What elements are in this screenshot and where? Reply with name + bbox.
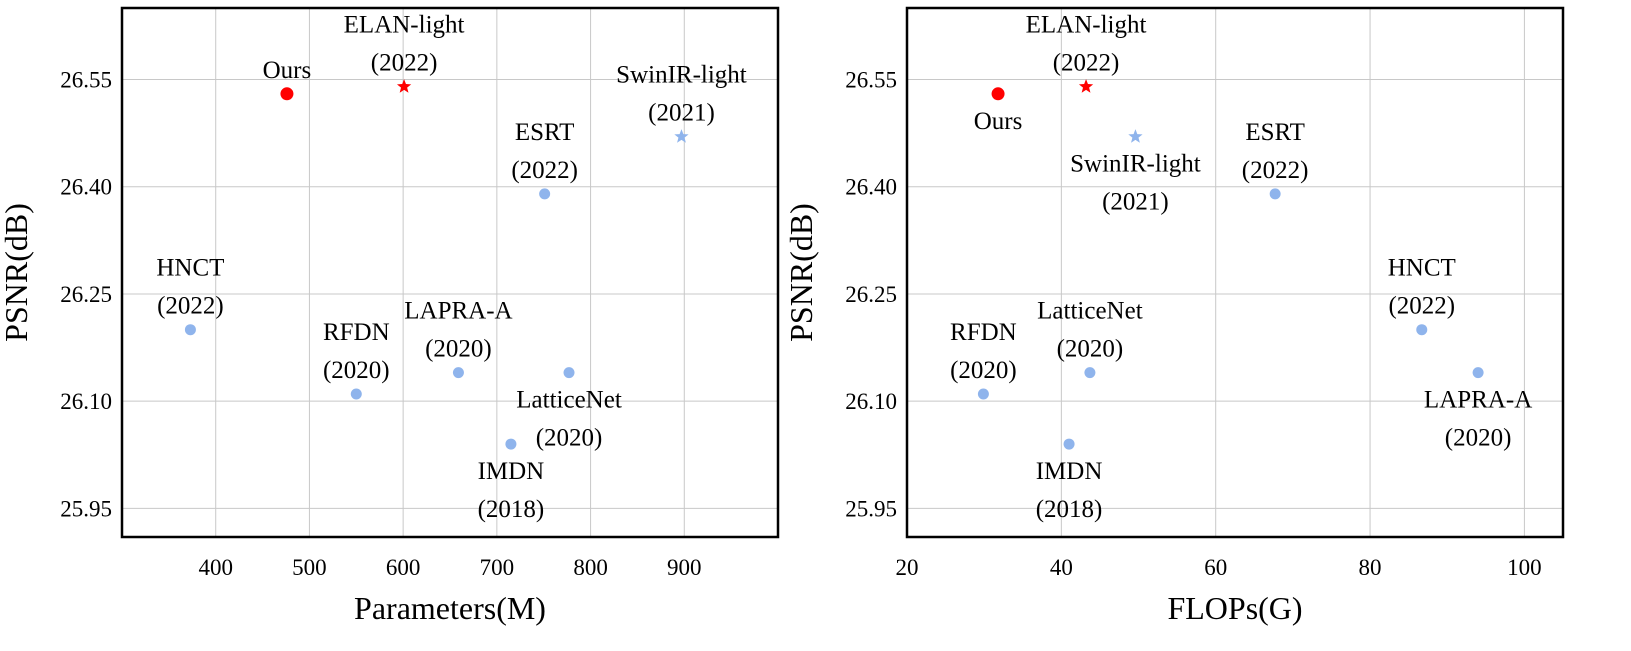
point-label-latticenet: LatticeNet (1037, 298, 1143, 325)
point-lapra-a (452, 367, 464, 379)
point-imdn (1063, 438, 1075, 450)
point-label-elan-light: (2022) (371, 50, 438, 77)
x-tick-label: 40 (1050, 555, 1073, 580)
x-tick-label: 20 (896, 555, 919, 580)
point-label-esrt: (2022) (1242, 157, 1309, 184)
y-tick-label: 26.10 (60, 389, 112, 414)
x-tick-label: 60 (1204, 555, 1227, 580)
point-latticenet (563, 367, 575, 379)
point-label-swinir-light: (2021) (1102, 189, 1169, 216)
point-label-imdn: IMDN (478, 458, 545, 485)
point-label-rfdn: (2020) (950, 357, 1017, 384)
point-label-elan-light: (2022) (1053, 50, 1120, 77)
point-label-ours: Ours (974, 108, 1023, 135)
point-swinir-light-star (674, 129, 689, 143)
point-label-lapra-a: LAPRA-A (404, 298, 512, 325)
point-label-hnct: HNCT (156, 255, 224, 282)
x-tick-label: 700 (480, 555, 515, 580)
y-tick-label: 26.55 (845, 67, 897, 92)
y-tick-label: 25.95 (60, 496, 112, 521)
point-hnct (1416, 324, 1428, 336)
point-esrt (539, 188, 551, 200)
plot-frame (120, 6, 780, 539)
y-axis-title: PSNR(dB) (783, 203, 819, 342)
x-axis-title: Parameters(M) (354, 590, 546, 626)
point-label-elan-light: ELAN-light (1026, 12, 1147, 39)
point-label-hnct: HNCT (1388, 255, 1456, 282)
point-elan-light-star (1078, 79, 1094, 93)
point-rfdn (977, 388, 989, 400)
point-label-latticenet: (2020) (536, 425, 603, 452)
point-label-rfdn: RFDN (950, 319, 1017, 346)
y-tick-label: 25.95 (845, 496, 897, 521)
point-label-swinir-light: SwinIR-light (616, 62, 747, 89)
point-ours (280, 87, 294, 101)
point-label-swinir-light: SwinIR-light (1070, 151, 1201, 178)
point-label-elan-light: ELAN-light (344, 12, 465, 39)
x-tick-label: 900 (667, 555, 702, 580)
point-label-latticenet: LatticeNet (516, 387, 622, 414)
x-tick-label: 400 (198, 555, 233, 580)
chart-2: 20 40 60 80 100 25.95 26.10 26.25 26.40 26.55 FLOP… (783, 6, 1565, 626)
point-hnct (184, 324, 196, 336)
x-tick-label: 80 (1359, 555, 1382, 580)
x-tick-label: 800 (573, 555, 608, 580)
y-tick-label: 26.25 (845, 282, 897, 307)
x-tick-label: 100 (1507, 555, 1542, 580)
point-label-hnct: (2022) (157, 293, 224, 320)
point-label-latticenet: (2020) (1057, 336, 1124, 363)
point-label-ours: Ours (263, 57, 312, 84)
point-label-rfdn: RFDN (323, 319, 390, 346)
y-tick-label: 26.40 (60, 175, 112, 200)
x-tick-label: 600 (386, 555, 421, 580)
chart-1: 400 500 600 700 800 900 25.95 26.10 26.25 26.40 26… (0, 6, 780, 626)
y-tick-label: 26.25 (60, 282, 112, 307)
x-tick-label: 500 (292, 555, 327, 580)
point-label-swinir-light: (2021) (648, 100, 715, 127)
point-label-lapra-a: (2020) (1445, 425, 1512, 452)
point-imdn (505, 438, 517, 450)
point-rfdn (350, 388, 362, 400)
point-esrt (1269, 188, 1281, 200)
x-axis-title: FLOPs(G) (1167, 590, 1302, 626)
point-label-imdn: IMDN (1036, 458, 1103, 485)
point-label-lapra-a: LAPRA-A (1424, 387, 1532, 414)
y-tick-label: 26.55 (60, 67, 112, 92)
point-label-lapra-a: (2020) (425, 336, 492, 363)
y-tick-label: 26.10 (845, 389, 897, 414)
point-lapra-a (1472, 367, 1484, 379)
point-label-esrt: ESRT (515, 119, 575, 146)
point-label-esrt: ESRT (1245, 119, 1305, 146)
point-swinir-light-star (1128, 129, 1143, 143)
plot-frame (905, 6, 1565, 539)
point-label-imdn: (2018) (478, 496, 545, 523)
point-label-imdn: (2018) (1036, 496, 1103, 523)
y-tick-label: 26.40 (845, 175, 897, 200)
point-label-esrt: (2022) (511, 157, 578, 184)
y-axis-title: PSNR(dB) (0, 203, 34, 342)
point-label-rfdn: (2020) (323, 357, 390, 384)
point-elan-light-star (396, 79, 412, 93)
point-ours (991, 87, 1005, 101)
point-label-hnct: (2022) (1388, 293, 1455, 320)
point-latticenet (1084, 367, 1096, 379)
